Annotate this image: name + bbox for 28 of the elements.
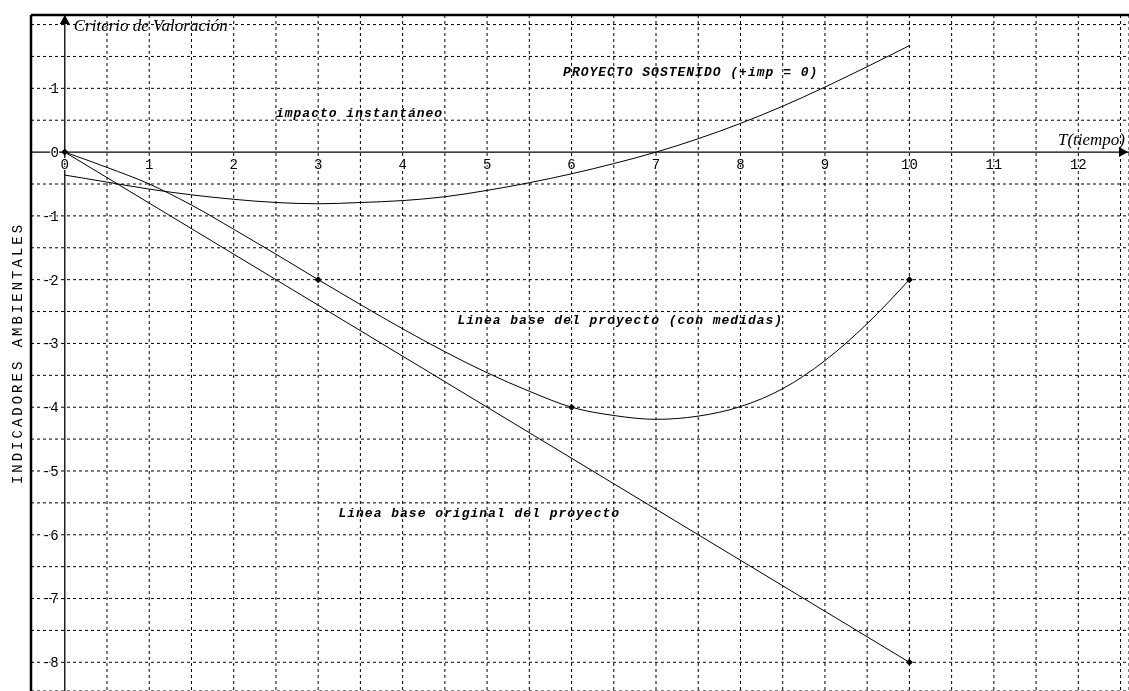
x-tick-label: 11 [985, 157, 1003, 174]
y-tick-label: -1 [41, 208, 59, 225]
x-axis-title: T(tiempo) [1057, 130, 1126, 150]
x-tick-label: 8 [736, 157, 745, 174]
x-tick-label: 5 [482, 157, 492, 174]
y-tick-label: -8 [41, 655, 59, 672]
x-tick-label: 1 [145, 157, 154, 174]
annotation: Criterio de Valoración [73, 16, 228, 35]
x-tick-label: 10 [900, 157, 918, 174]
series-label: Linea base original del proyecto [338, 505, 621, 521]
x-tick-label: 6 [567, 157, 576, 174]
y-tick-label: -5 [41, 463, 59, 480]
x-tick-label: 9 [820, 157, 830, 174]
x-tick-label: 4 [398, 157, 407, 174]
y-tick-label: -4 [41, 400, 59, 417]
series-label: PROYECTO SOSTENIDO (+imp = 0) [563, 64, 819, 80]
annotation: impacto instantáneo [275, 106, 444, 122]
text: Linea base del proyecto (con medidas) [457, 313, 784, 329]
x-tick-label: 3 [313, 157, 323, 174]
y-axis-title: INDICADORES AMBIENTALES [10, 221, 26, 485]
y-tick-label: -2 [41, 272, 59, 289]
y-tick-label: -6 [41, 527, 59, 544]
x-tick-label: 2 [229, 157, 238, 174]
y-tick-label: -3 [41, 336, 59, 353]
x-tick-label: 12 [1069, 157, 1087, 174]
y-tick-label: -7 [41, 591, 59, 608]
y-tick-label: 1 [50, 81, 59, 98]
x-tick-label: 7 [651, 157, 661, 174]
